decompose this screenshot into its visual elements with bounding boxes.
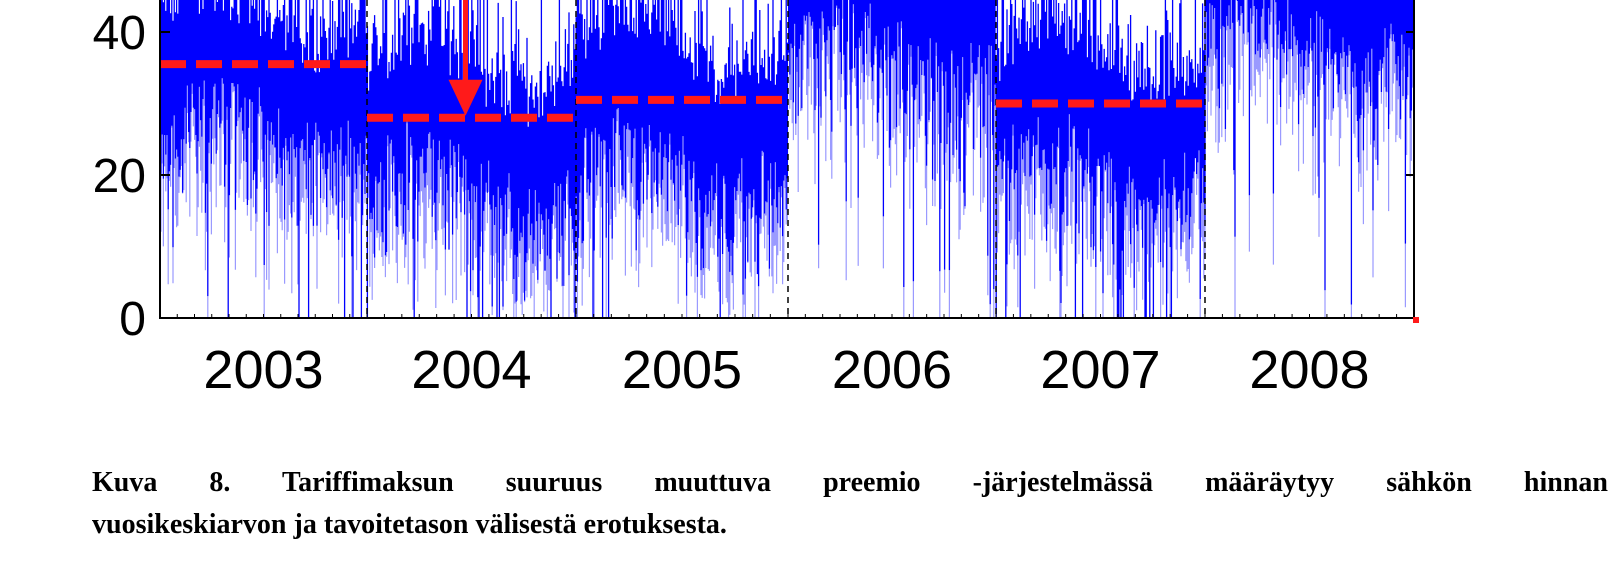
y-tick-label-40: 40 xyxy=(93,7,146,60)
y-tick-label-20: 20 xyxy=(93,150,146,203)
corner-marker xyxy=(1413,317,1419,323)
figure-caption: Kuva 8. Tariffimaksun suuruus muuttuva p… xyxy=(92,462,1608,546)
y-tick-label-0: 0 xyxy=(119,293,146,346)
caption-line-1: Kuva 8. Tariffimaksun suuruus muuttuva p… xyxy=(92,467,1608,498)
x-tick-label-2003: 2003 xyxy=(203,340,323,400)
x-tick-label-2008: 2008 xyxy=(1249,340,1369,400)
caption-line-2: vuosikeskiarvon ja tavoitetason välisest… xyxy=(92,509,727,540)
x-tick-label-2005: 2005 xyxy=(622,340,742,400)
decrease-arrow xyxy=(448,0,483,116)
x-tick-label-2006: 2006 xyxy=(832,340,952,400)
axes xyxy=(159,0,1419,323)
year-dividers xyxy=(366,0,1206,318)
arrow-head xyxy=(448,79,483,116)
x-tick-label-2004: 2004 xyxy=(411,340,531,400)
x-tick-label-2007: 2007 xyxy=(1040,340,1160,400)
tick-labels: 0 20 40 2003 2004 2005 2006 2007 2008 xyxy=(93,7,1370,400)
